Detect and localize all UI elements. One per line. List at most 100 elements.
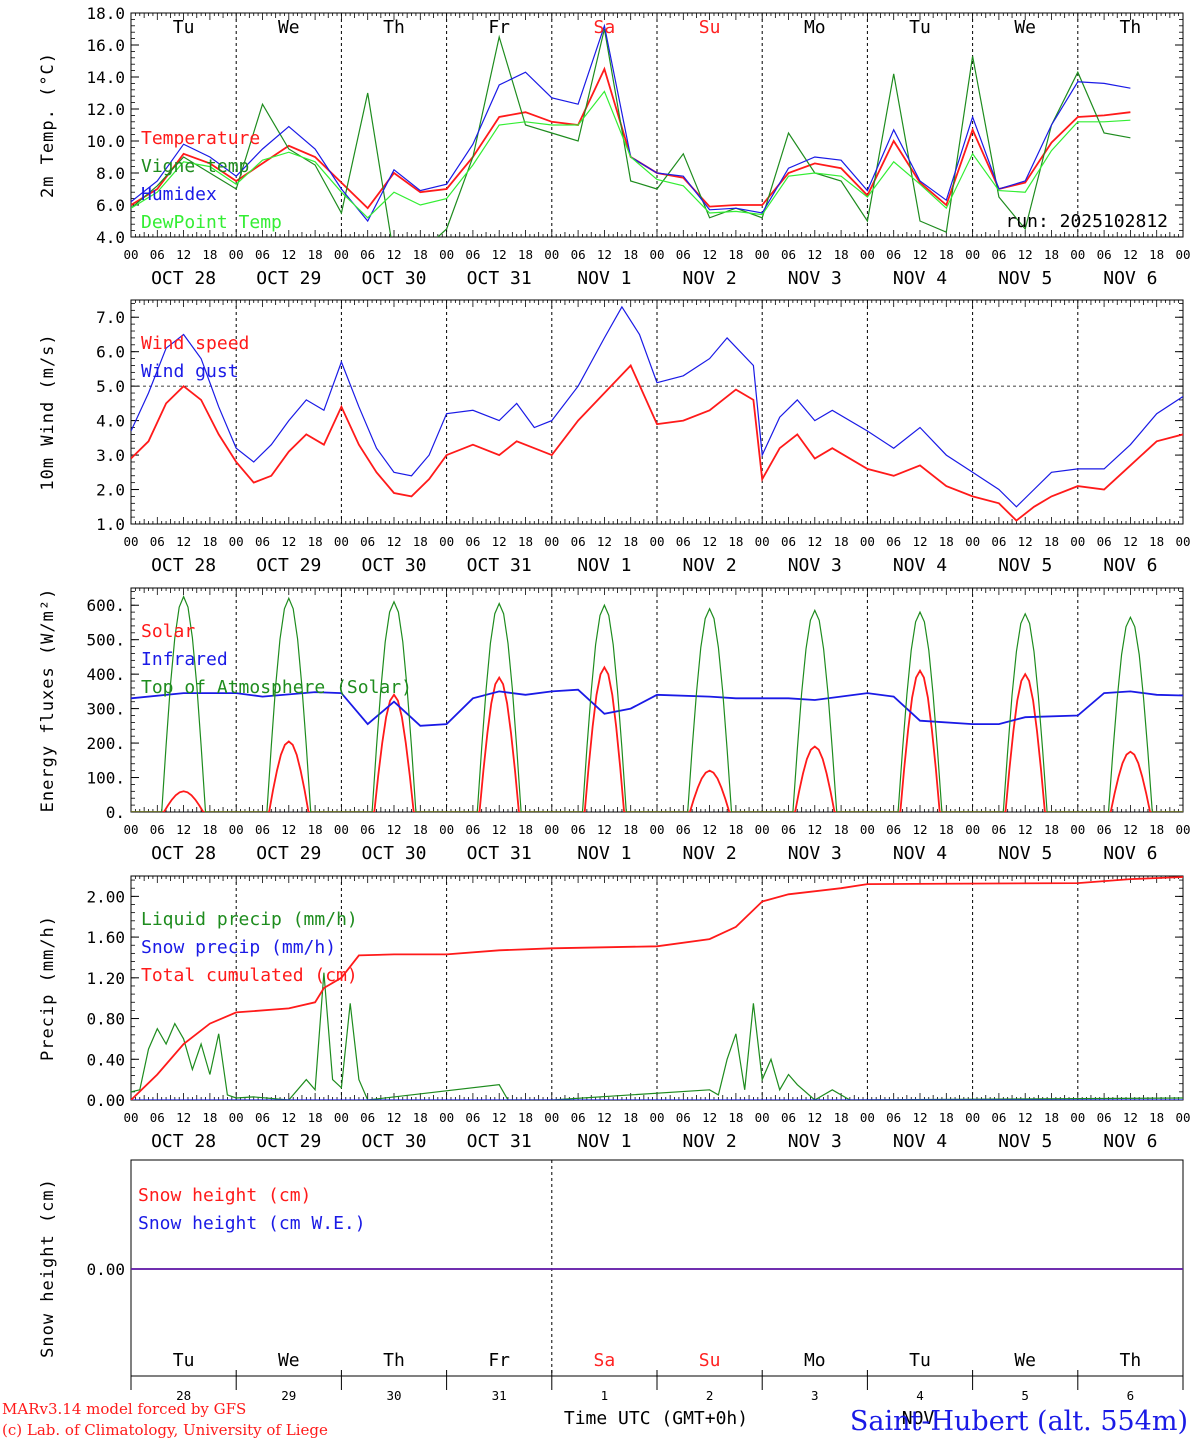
hour-label: 18 (1044, 1110, 1059, 1125)
hour-label: 06 (571, 534, 586, 549)
hour-label: 12 (597, 247, 612, 262)
series-line-liquid-precip-mm-h- (131, 972, 1183, 1100)
day-name: We (278, 17, 300, 38)
hour-label: 18 (939, 1110, 954, 1125)
hour-label: 12 (281, 534, 296, 549)
panel-frame-1 (130, 299, 1184, 525)
hour-label: 12 (912, 1110, 927, 1125)
series-line-top-of-atmosphere-solar- (131, 595, 1183, 812)
hour-label: 12 (492, 534, 507, 549)
hour-label: 12 (912, 247, 927, 262)
date-label: OCT 30 (361, 268, 426, 289)
hour-label: 06 (150, 534, 165, 549)
y-tick-label: 6.0 (96, 343, 125, 362)
hour-label: 00 (860, 1110, 875, 1125)
series-line-solar (131, 665, 1183, 812)
hour-label: 00 (439, 247, 454, 262)
hour-label: 00 (755, 822, 770, 837)
y-axis-label: Precip (mm/h) (38, 915, 58, 1061)
legend-entry: Humidex (141, 184, 217, 205)
hour-label: 18 (413, 247, 428, 262)
date-label: OCT 31 (467, 268, 532, 289)
legend-entry: Temperature (141, 128, 260, 149)
date-label: OCT 31 (467, 843, 532, 864)
hour-label: 00 (123, 247, 138, 262)
hour-label: 12 (281, 1110, 296, 1125)
hour-label: 00 (755, 1110, 770, 1125)
hour-label: 18 (1044, 822, 1059, 837)
station-label: Saint-Hubert (alt. 554m) (850, 1406, 1188, 1437)
hour-label: 12 (1018, 1110, 1033, 1125)
hour-label: 06 (781, 247, 796, 262)
day-name: Th (383, 1350, 405, 1371)
hour-label: 18 (939, 247, 954, 262)
hour-label: 00 (544, 247, 559, 262)
y-tick-label: 18.0 (86, 4, 125, 23)
hour-label: 12 (1123, 822, 1138, 837)
legend-entry: Snow height (cm) (138, 1185, 311, 1206)
day-name: Fr (488, 1350, 510, 1371)
date-label: OCT 30 (361, 1131, 426, 1152)
y-tick-label: 0. (106, 803, 125, 822)
panel-frame-2 (130, 587, 1184, 813)
hour-label: 18 (308, 822, 323, 837)
y-tick-label: 16.0 (86, 36, 125, 55)
hour-label: 18 (623, 1110, 638, 1125)
hour-label: 06 (360, 534, 375, 549)
series-line-wind-speed (131, 363, 1183, 522)
date-label: OCT 29 (256, 1131, 321, 1152)
hour-label: 00 (965, 534, 980, 549)
hour-label: 18 (518, 1110, 533, 1125)
hour-label: 06 (255, 822, 270, 837)
hour-label: 18 (728, 534, 743, 549)
y-tick-label: 2.00 (86, 887, 125, 906)
hour-label: 00 (965, 247, 980, 262)
y-tick-label: 0.80 (86, 1010, 125, 1029)
date-label: NOV 2 (683, 843, 737, 864)
y-axis-label: Snow height (cm) (38, 1178, 58, 1358)
hour-label: 18 (413, 534, 428, 549)
hour-label: 00 (860, 247, 875, 262)
hour-label: 18 (308, 534, 323, 549)
hour-label: 18 (413, 822, 428, 837)
hour-label: 00 (755, 534, 770, 549)
hour-label: 06 (886, 534, 901, 549)
hour-label: 12 (702, 534, 717, 549)
hour-label: 00 (1175, 247, 1190, 262)
y-tick-label: 1.0 (96, 515, 125, 534)
hour-label: 00 (439, 822, 454, 837)
hour-label: 18 (202, 822, 217, 837)
legend-entry: DewPoint Temp (141, 212, 282, 233)
hour-label: 06 (676, 1110, 691, 1125)
hour-label: 12 (597, 534, 612, 549)
day-number: 29 (281, 1388, 296, 1403)
hour-label: 18 (834, 247, 849, 262)
hour-label: 12 (492, 247, 507, 262)
day-name: Su (699, 1350, 721, 1371)
hour-label: 12 (386, 534, 401, 549)
hour-label: 00 (439, 1110, 454, 1125)
hour-label: 12 (1018, 822, 1033, 837)
credits-line: MARv3.14 model forced by GFS (2, 1400, 246, 1418)
legend-entry: Snow precip (mm/h) (141, 937, 336, 958)
date-label: NOV 5 (998, 843, 1052, 864)
hour-label: 00 (1070, 1110, 1085, 1125)
hour-label: 18 (834, 534, 849, 549)
hour-label: 00 (229, 534, 244, 549)
hour-label: 06 (1097, 247, 1112, 262)
y-axis-label: Energy fluxes (W/m²) (38, 588, 58, 813)
y-tick-label: 0.00 (86, 1260, 125, 1279)
run-label: run: 2025102812 (1005, 211, 1168, 232)
hour-label: 06 (781, 1110, 796, 1125)
hour-label: 00 (965, 1110, 980, 1125)
hour-label: 12 (912, 822, 927, 837)
y-tick-label: 0.00 (86, 1091, 125, 1110)
date-label: NOV 6 (1103, 843, 1157, 864)
date-label: OCT 29 (256, 555, 321, 576)
hour-label: 06 (1097, 534, 1112, 549)
hour-label: 06 (781, 822, 796, 837)
day-name: Mo (804, 17, 826, 38)
hour-label: 00 (334, 534, 349, 549)
hour-label: 12 (807, 534, 822, 549)
date-label: OCT 31 (467, 555, 532, 576)
